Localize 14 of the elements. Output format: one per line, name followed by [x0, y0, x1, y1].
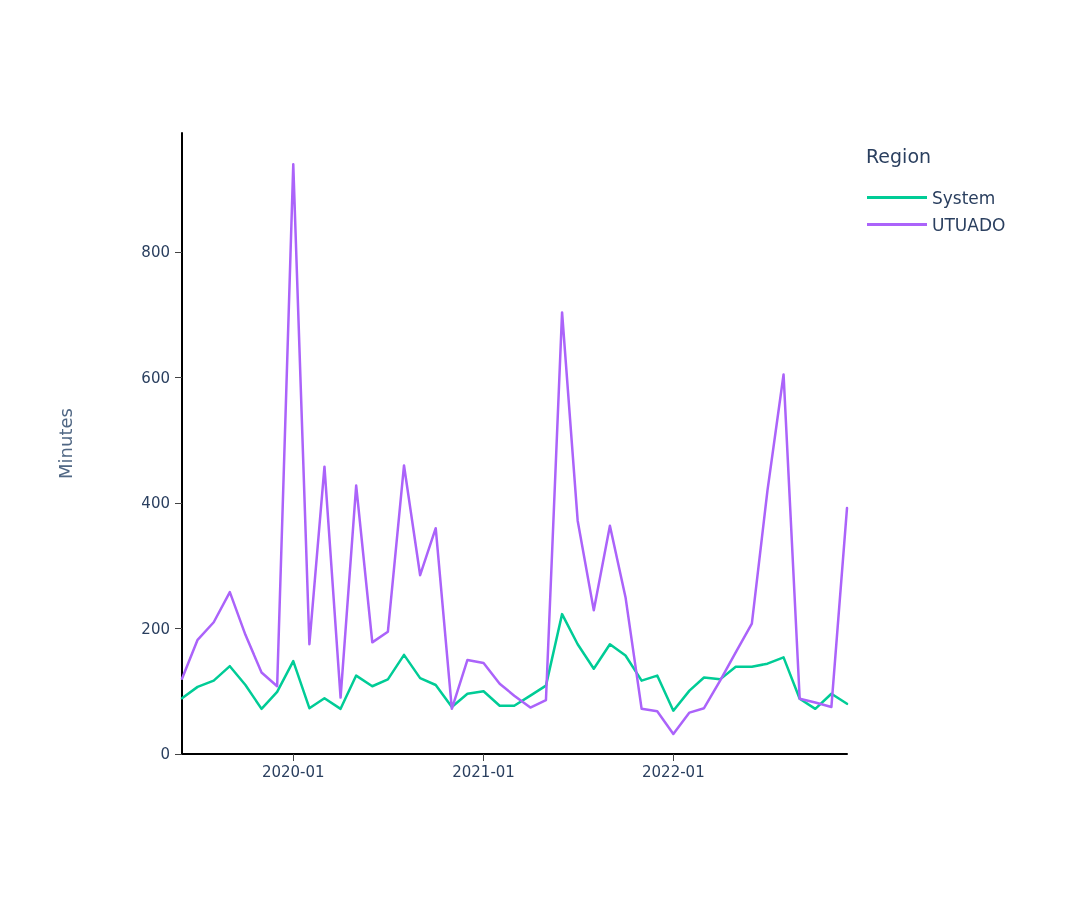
legend-title: Region: [866, 144, 932, 167]
legend-label: System: [932, 187, 996, 208]
x-tick-label: 2022-01: [642, 762, 705, 781]
y-tick-label: 200: [141, 619, 170, 638]
legend-label: UTUADO: [932, 214, 1006, 235]
line-series: [180, 163, 849, 736]
y-axis-title: Minutes: [54, 408, 76, 479]
x-tick-label: 2020-01: [261, 762, 325, 781]
y-tick-label: 400: [141, 494, 170, 513]
x-tick-label: 2021-01: [452, 762, 515, 781]
y-tick-label: 600: [141, 368, 170, 387]
line-series: [180, 612, 849, 712]
y-tick-label: 800: [141, 243, 170, 262]
y-tick-label: 0: [160, 745, 170, 763]
